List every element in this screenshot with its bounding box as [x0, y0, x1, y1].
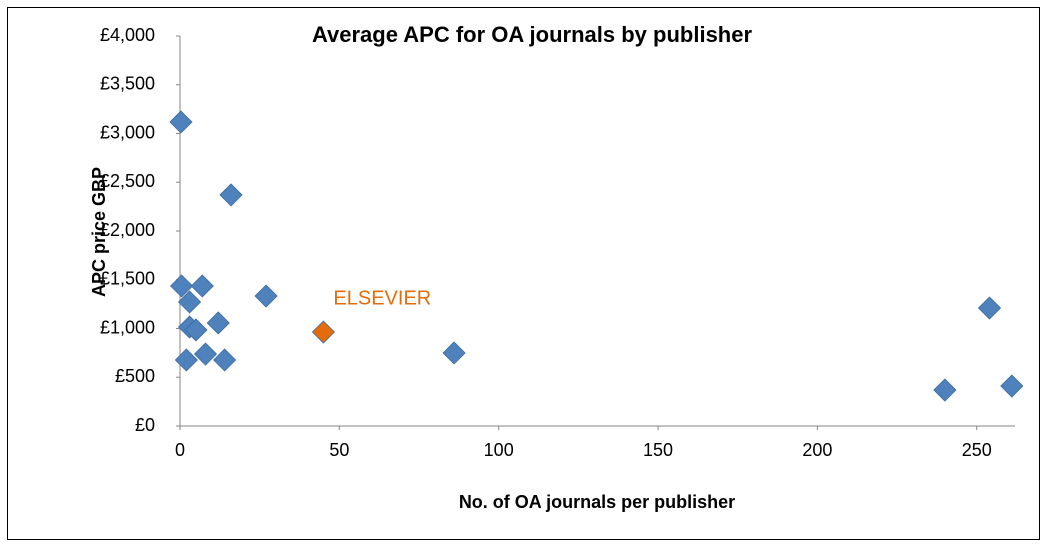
y-tick-label: £3,500: [100, 74, 155, 94]
data-point: [174, 348, 198, 372]
data-point: [311, 320, 335, 344]
annotation: ELSEVIER: [333, 287, 431, 309]
y-axis-label: APC price GBP: [89, 167, 109, 297]
data-point: [177, 290, 202, 314]
data-point: [169, 110, 193, 134]
data-point: [206, 311, 230, 335]
y-tick-label: £2,000: [100, 220, 155, 240]
data-point: [442, 341, 466, 365]
data-point: [219, 183, 243, 207]
x-tick-label: 50: [329, 440, 349, 460]
data-point: [977, 296, 1002, 320]
y-tick-label: £0: [135, 415, 155, 435]
x-axis-label: No. of OA journals per publisher: [459, 492, 735, 512]
data-point: [933, 378, 957, 402]
chart-title: Average APC for OA journals by publisher: [312, 22, 753, 47]
data-point: [193, 342, 218, 366]
chart-frame: [7, 7, 1040, 540]
x-tick-label: 150: [643, 440, 673, 460]
y-tick-label: £1,000: [100, 317, 155, 337]
y-tick-label: £2,500: [100, 171, 155, 191]
y-tick-label: £1,500: [100, 269, 155, 289]
y-tick-label: £4,000: [100, 25, 155, 45]
data-point: [184, 318, 208, 342]
data-point: [213, 348, 237, 372]
data-point: [254, 284, 278, 308]
y-tick-label: £500: [115, 366, 155, 386]
data-point: [1000, 374, 1024, 398]
data-point: [170, 274, 194, 298]
y-tick-label: £3,000: [100, 122, 155, 142]
x-tick-label: 100: [484, 440, 514, 460]
x-tick-label: 250: [962, 440, 992, 460]
x-tick-label: 200: [802, 440, 832, 460]
x-tick-label: 0: [175, 440, 185, 460]
data-point: [190, 274, 214, 298]
